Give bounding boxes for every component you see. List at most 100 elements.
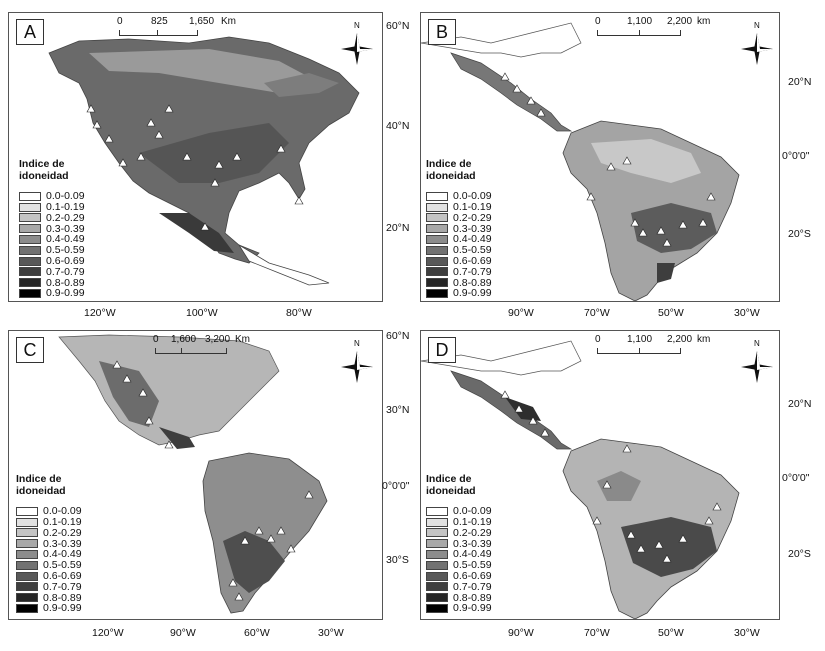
scale-tick-label: 0 (595, 334, 601, 345)
legend-swatch (426, 506, 448, 516)
legend-label: 0.1-0.19 (453, 200, 492, 213)
scale-bar-line (119, 30, 198, 36)
legend-swatch (426, 528, 448, 538)
lon-label: 80°W (286, 307, 312, 319)
legend-item: 0.0-0.09 (426, 506, 496, 517)
legend-label: 0.0-0.09 (46, 190, 85, 203)
lon-label: 90°W (508, 627, 534, 639)
legend-swatch (426, 571, 448, 581)
lon-label: 30°W (734, 627, 760, 639)
dark-zone-mexico (159, 213, 234, 253)
legend-label: 0.5-0.59 (43, 559, 82, 572)
legend-label: 0.6-0.69 (453, 254, 492, 267)
legend-title: Indice de idoneidad (16, 473, 66, 497)
scale-bar-d: 0 1,100 2,200 km (595, 334, 717, 354)
legend-title: Indice de idoneidad (426, 473, 476, 497)
legend-item: 0.9-0.99 (19, 288, 89, 299)
legend-item: 0.2-0.29 (19, 213, 89, 224)
scale-bar-line (155, 348, 227, 354)
dark-zone-yucatan (505, 397, 541, 421)
legend-item: 0.6-0.69 (426, 571, 496, 582)
legend-item: 0.1-0.19 (19, 202, 89, 213)
legend-swatch (19, 267, 41, 277)
legend-label: 0.2-0.29 (453, 526, 492, 539)
legend-swatch (426, 593, 448, 603)
north-label: N (754, 339, 760, 348)
legend-label: 0.7-0.79 (453, 580, 492, 593)
scale-bar-a: 0 825 1,650 Km (117, 16, 236, 36)
scale-tick-label: 1,100 (627, 16, 653, 27)
legend-item: 0.9-0.99 (426, 288, 496, 299)
legend-item: 0.2-0.29 (426, 528, 496, 539)
legend-label: 0.1-0.19 (43, 515, 82, 528)
land-south-america (202, 452, 328, 614)
legend-swatch (19, 245, 41, 255)
scale-bar-b: 0 1,100 2,200 km (595, 16, 717, 36)
scale-unit: Km (235, 334, 250, 345)
legend-d: Indice de idoneidad 0.0-0.09 0.1-0.19 0.2-… (426, 473, 496, 614)
legend-item: 0.8-0.89 (16, 592, 86, 603)
legend-item: 0.4-0.49 (19, 234, 89, 245)
legend-label: 0.3-0.39 (453, 537, 492, 550)
scale-bar-c: 0 1,600 3,200 Km (153, 334, 275, 354)
legend-swatch (426, 267, 448, 277)
legend-swatch (426, 245, 448, 255)
legend-item: 0.4-0.49 (426, 234, 496, 245)
lat-label: 20°S (788, 548, 811, 560)
north-america-suitability-map (48, 36, 360, 286)
great-lakes-zone (264, 73, 339, 97)
legend-item: 0.5-0.59 (16, 560, 86, 571)
legend-swatch (16, 550, 38, 560)
panel-letter-b: B (428, 19, 456, 45)
map-panel-a: A 0 825 1,650 Km N Indice de idoneidad 0… (8, 12, 383, 302)
legend-label: 0.4-0.49 (46, 233, 85, 246)
north-label: N (754, 21, 760, 30)
legend-label: 0.6-0.69 (43, 569, 82, 582)
land-central-america (238, 244, 330, 286)
presence-points-d (500, 390, 722, 563)
legend-item: 0.1-0.19 (426, 517, 496, 528)
scale-tick-label: 1,100 (627, 334, 653, 345)
legend-swatch (19, 213, 41, 223)
legend-label: 0.1-0.19 (453, 515, 492, 528)
legend-item: 0.3-0.39 (19, 223, 89, 234)
legend-label: 0.5-0.59 (453, 559, 492, 572)
legend-swatch (16, 582, 38, 592)
legend-swatch (19, 278, 41, 288)
scale-tick-label: 0 (595, 16, 601, 27)
legend-item: 0.6-0.69 (426, 256, 496, 267)
legend-label: 0.8-0.89 (453, 276, 492, 289)
legend-item: 0.0-0.09 (426, 191, 496, 202)
presence-points-c (112, 360, 314, 601)
scale-tick-label: 0 (117, 16, 123, 27)
scale-tick-label: 825 (151, 16, 168, 27)
lat-label: 30°S (386, 554, 409, 566)
north-label: N (354, 21, 360, 30)
legend-item: 0.7-0.79 (19, 267, 89, 278)
legend-a: Indice de idoneidad 0.0-0.09 0.1-0.19 0.2-… (19, 158, 89, 299)
north-arrow-b: N (739, 21, 775, 67)
legend-item: 0.3-0.39 (426, 538, 496, 549)
legend-label: 0.9-0.99 (46, 287, 85, 300)
dark-zone-southeast (631, 203, 717, 253)
lat-label: 20°N (788, 398, 812, 410)
legend-label: 0.3-0.39 (43, 537, 82, 550)
lon-label: 70°W (584, 627, 610, 639)
lon-label: 50°W (658, 627, 684, 639)
legend-item: 0.5-0.59 (426, 245, 496, 256)
scale-tick (181, 348, 182, 354)
legend-swatch (19, 202, 41, 212)
legend-swatch (19, 224, 41, 234)
legend-swatch (426, 235, 448, 245)
dark-zone-mexico (159, 427, 195, 449)
dark-zone-west (99, 361, 159, 427)
dark-zone-southeast (621, 517, 717, 577)
map-panel-c: C 0 1,600 3,200 Km N Indice de idoneidad… (8, 330, 383, 620)
legend-swatch (426, 191, 448, 201)
latin-america-suitability-map-d (421, 340, 740, 619)
map-panel-d: D 0 1,100 2,200 km N Indice de idoneidad… (420, 330, 780, 620)
scale-unit: km (697, 334, 711, 345)
legend-item: 0.6-0.69 (16, 571, 86, 582)
legend-item: 0.1-0.19 (16, 517, 86, 528)
legend-swatch (16, 571, 38, 581)
